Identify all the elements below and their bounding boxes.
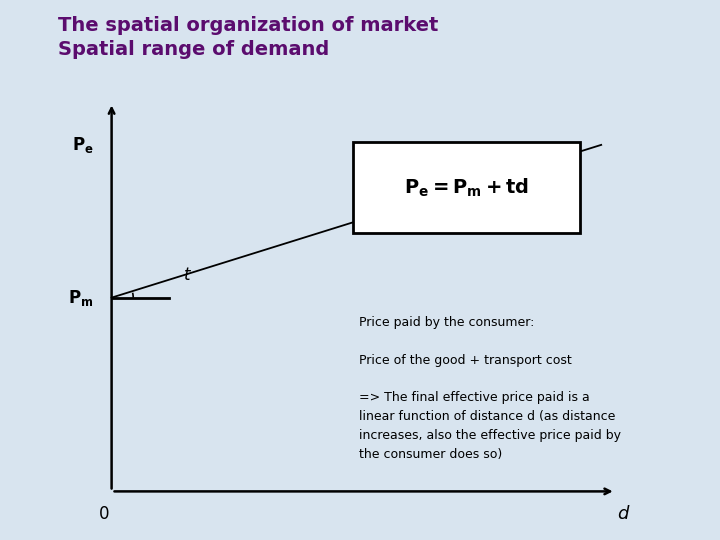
Text: Price paid by the consumer:: Price paid by the consumer: [359, 316, 534, 329]
Text: => The final effective price paid is a
linear function of distance d (as distanc: => The final effective price paid is a l… [359, 391, 621, 461]
Text: t: t [184, 266, 190, 284]
FancyBboxPatch shape [353, 142, 580, 233]
Text: $\mathbf{P_e}$: $\mathbf{P_e}$ [72, 135, 94, 155]
Text: 0: 0 [99, 505, 109, 523]
Text: d: d [617, 505, 629, 523]
Text: $\mathbf{P_m}$: $\mathbf{P_m}$ [68, 288, 94, 308]
Text: The spatial organization of market
Spatial range of demand: The spatial organization of market Spati… [58, 16, 438, 59]
Text: Price of the good + transport cost: Price of the good + transport cost [359, 354, 572, 367]
Text: $\mathbf{P_e}$$\mathbf{ = P_m + td}$: $\mathbf{P_e}$$\mathbf{ = P_m + td}$ [404, 177, 529, 199]
